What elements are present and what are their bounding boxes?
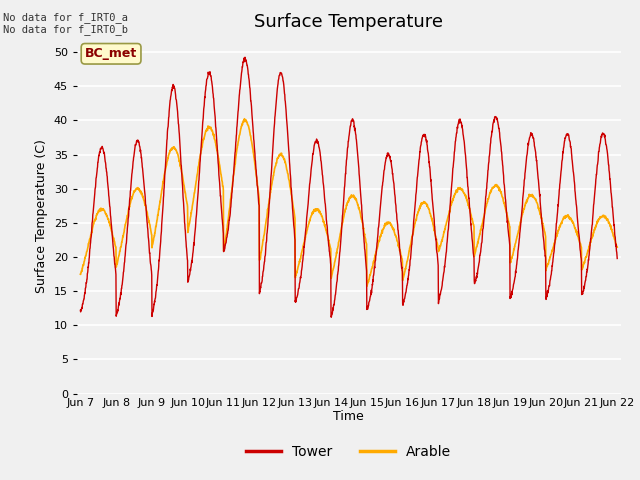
Legend: Tower, Arable: Tower, Arable [241,440,457,465]
Arable [505,221,513,227]
Arable [363,283,371,289]
Tower [77,308,84,313]
Arable [376,234,384,240]
Text: No data for f_IRT0_a
No data for f_IRT0_b: No data for f_IRT0_a No data for f_IRT0_… [3,12,128,36]
Title: Surface Temperature: Surface Temperature [254,13,444,31]
Arable [581,257,589,263]
X-axis label: Time: Time [333,410,364,423]
Y-axis label: Surface Temperature (C): Surface Temperature (C) [35,139,48,293]
Tower [613,255,621,261]
Arable [77,271,84,277]
Line: Tower: Tower [81,57,617,317]
Tower [226,212,234,218]
Tower [328,314,335,320]
Tower [566,140,574,145]
Text: BC_met: BC_met [85,47,137,60]
Tower [376,205,384,211]
Arable [613,244,621,250]
Line: Arable: Arable [81,119,617,286]
Arable [241,116,248,121]
Tower [241,54,249,60]
Arable [365,279,372,285]
Tower [365,303,372,309]
Tower [505,235,513,240]
Arable [226,202,234,207]
Arable [566,216,574,222]
Tower [581,279,589,285]
